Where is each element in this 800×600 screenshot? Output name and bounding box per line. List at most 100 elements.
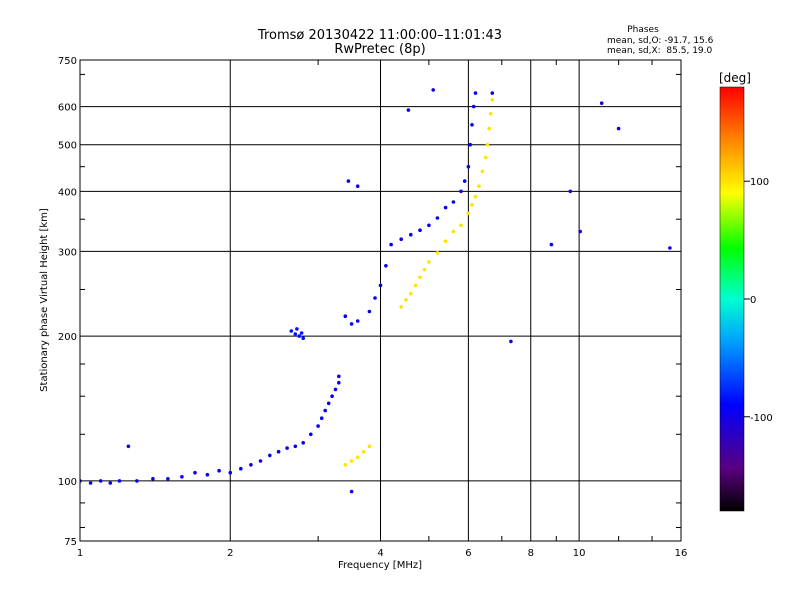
data-point (480, 169, 485, 174)
data-point (258, 459, 263, 463)
data-point (418, 275, 422, 280)
data-point (361, 449, 366, 454)
x-axis-ticks: 1 2 4 6 8 10 16 (77, 60, 688, 559)
data-point (249, 463, 253, 467)
x-tick-label: 6 (465, 548, 471, 559)
data-point (166, 477, 170, 481)
data-point (349, 322, 354, 326)
data-point (459, 189, 463, 194)
data-point (346, 179, 351, 183)
data-point (404, 298, 408, 302)
data-point (239, 466, 243, 471)
data-point (470, 123, 474, 127)
data-point (435, 216, 440, 220)
data-point (451, 200, 456, 204)
data-point (389, 242, 393, 247)
data-point (413, 283, 418, 288)
data-point (616, 126, 621, 131)
data-point (349, 459, 354, 463)
x-axis-label: Frequency [MHz] (338, 560, 422, 571)
stats-line-x: mean, sd,X: 85.5, 19.0 (607, 46, 713, 56)
data-points (80, 88, 672, 494)
x-tick-label: 1 (77, 548, 83, 559)
data-point (418, 228, 422, 232)
data-point (355, 184, 360, 188)
y-tick-label: 300 (58, 247, 77, 258)
data-point (468, 142, 473, 147)
x-tick-label: 2 (227, 548, 233, 559)
stats-line-o: mean, sd,O: -91.7, 15.6 (607, 36, 714, 46)
data-point (443, 205, 448, 210)
colorbar-tick-label: 0 (750, 295, 756, 306)
data-point (431, 88, 436, 92)
data-point (487, 126, 491, 131)
data-point (409, 232, 413, 237)
data-point (301, 336, 306, 341)
data-point (180, 475, 184, 479)
colorbar-tick-label: 100 (750, 177, 769, 188)
data-point (355, 455, 360, 460)
data-point (151, 477, 155, 481)
data-point (343, 463, 348, 467)
data-point (301, 441, 306, 445)
data-point (490, 91, 495, 95)
data-point (205, 472, 210, 477)
data-point (399, 237, 404, 241)
x-tick-label: 16 (675, 548, 688, 559)
data-point (473, 91, 478, 95)
data-point (473, 194, 478, 199)
data-point (599, 101, 604, 105)
colorbar (719, 86, 745, 512)
data-point (299, 331, 304, 335)
data-point (471, 104, 476, 109)
data-point (88, 481, 93, 485)
data-point (217, 468, 221, 473)
data-point (466, 164, 471, 169)
data-point (326, 401, 331, 406)
data-point (319, 416, 324, 421)
x-tick-label: 4 (377, 548, 383, 559)
plot-frame (79, 59, 682, 542)
data-point (285, 446, 289, 450)
data-point (459, 223, 463, 228)
data-point (443, 239, 448, 243)
y-axis-label: Stationary phase Virtual Height [km] (39, 208, 50, 392)
colorbar-label: [deg] (719, 71, 751, 85)
data-point (309, 432, 313, 437)
data-point (477, 184, 481, 188)
y-tick-label: 200 (58, 332, 77, 343)
data-point (135, 479, 139, 483)
data-point (293, 444, 298, 449)
data-point (435, 251, 440, 255)
data-point (485, 142, 490, 147)
data-point (470, 203, 474, 207)
data-point (228, 470, 233, 475)
data-point (384, 264, 388, 268)
data-point (333, 387, 338, 392)
data-point (378, 283, 383, 288)
stats-title: Phases (627, 25, 659, 35)
data-point (268, 453, 272, 458)
data-point (343, 314, 348, 319)
data-point (399, 305, 404, 309)
y-tick-label: 100 (58, 477, 77, 488)
data-point (427, 223, 431, 228)
x-tick-label: 8 (528, 548, 534, 559)
data-point (367, 444, 372, 449)
y-axis-ticks: 75 100 200 300 400 500 600 750 (58, 56, 681, 548)
colorbar-ticks: 100 0 -100 (744, 177, 773, 424)
y-tick-label: 600 (58, 103, 77, 114)
data-point (483, 155, 488, 160)
data-point (355, 319, 360, 323)
data-point (490, 98, 495, 102)
grid (80, 60, 681, 541)
data-point (330, 394, 334, 399)
data-point (316, 424, 320, 428)
data-point (406, 108, 411, 112)
x-tick-label: 10 (573, 548, 586, 559)
data-point (98, 479, 103, 483)
data-point (367, 309, 372, 314)
data-point (293, 332, 298, 336)
data-point (451, 229, 456, 234)
